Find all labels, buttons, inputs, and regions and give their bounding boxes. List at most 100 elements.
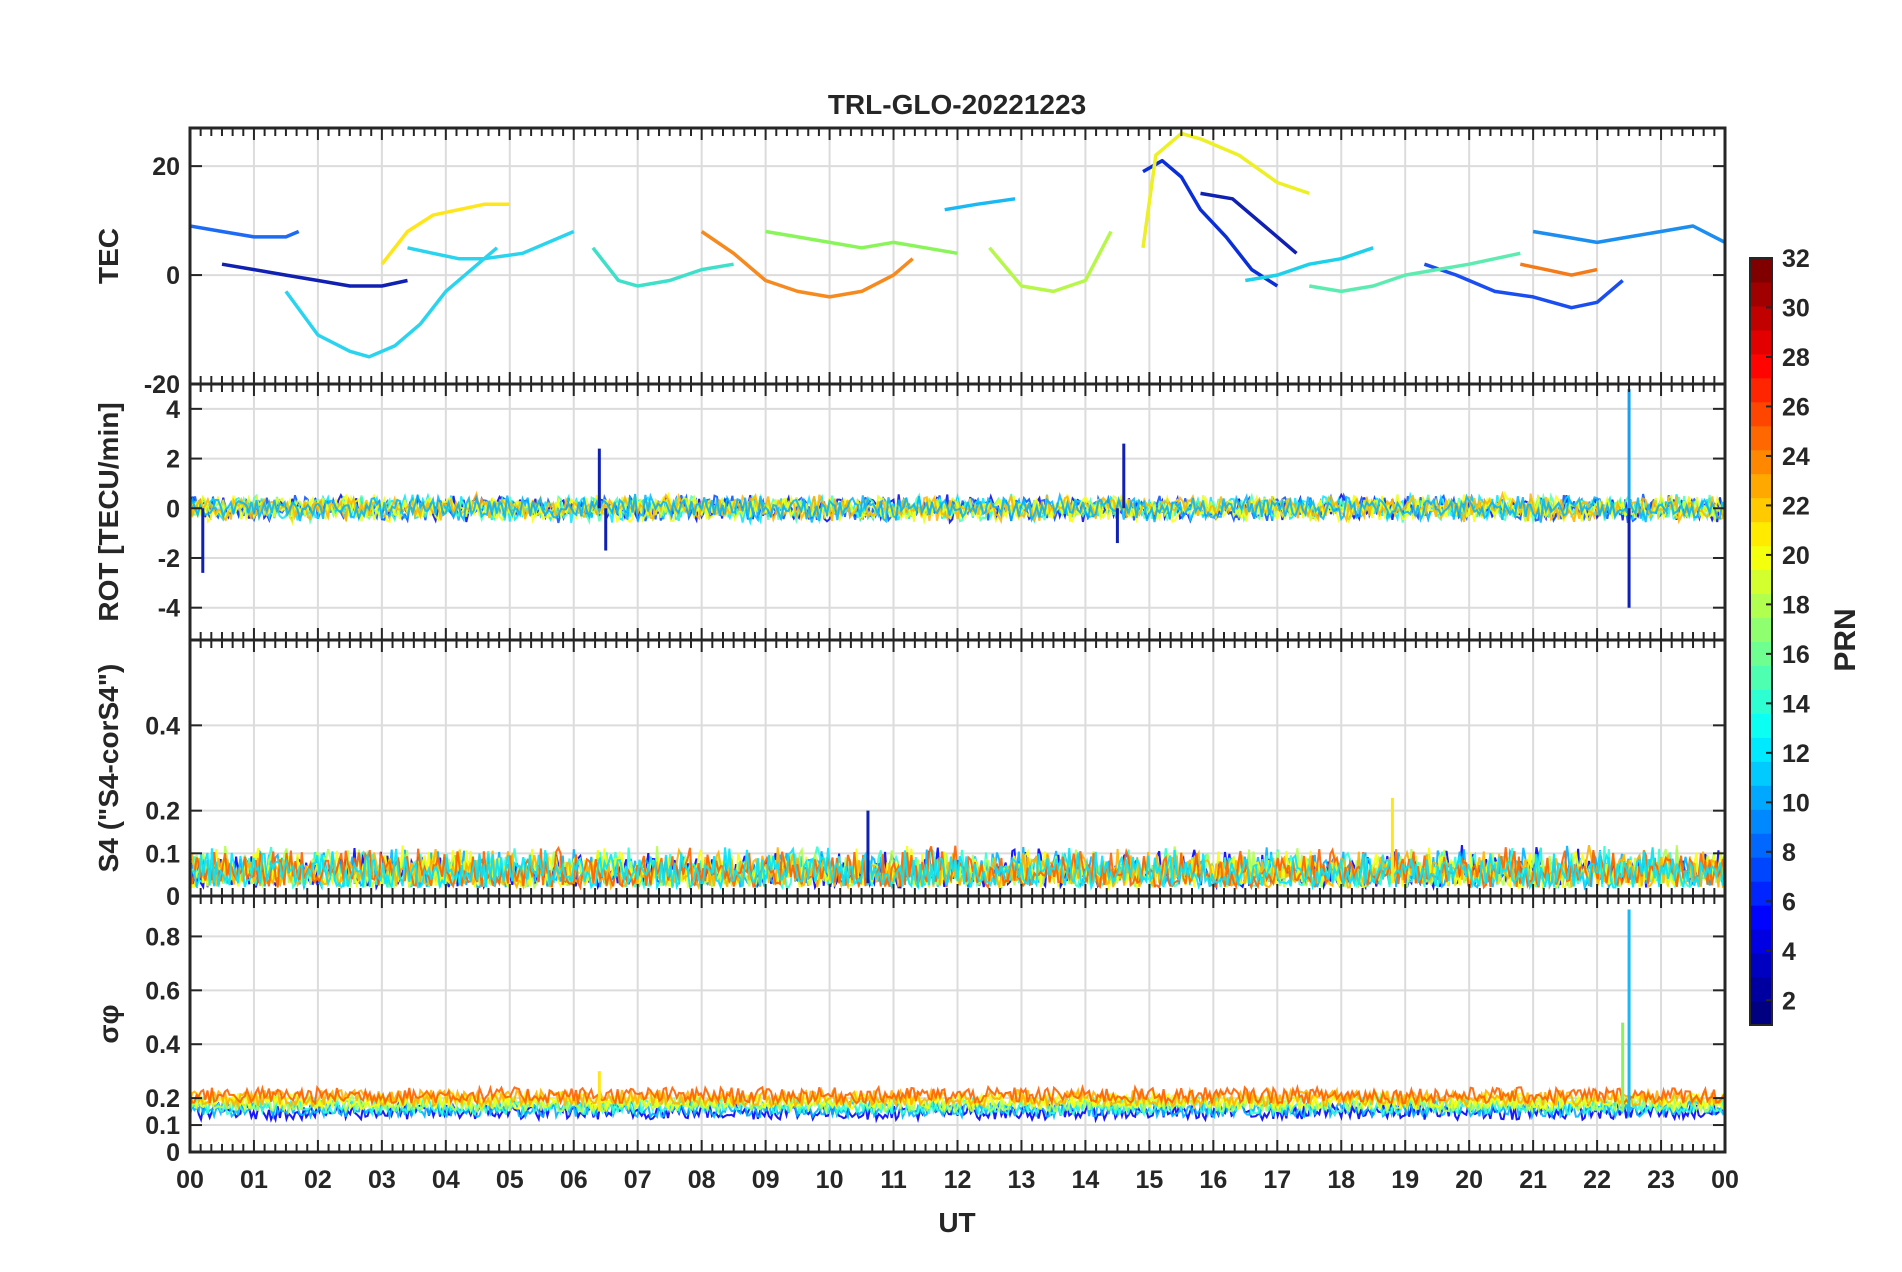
colorbar-swatch	[1750, 449, 1772, 475]
x-tick-label: 05	[496, 1166, 524, 1194]
x-tick-label: 16	[1199, 1166, 1227, 1194]
tec-series-prn-2	[221, 262, 408, 288]
sigma-series	[190, 1083, 1725, 1107]
colorbar-tick-label: 2	[1782, 987, 1796, 1015]
y-tick-label: -2	[158, 545, 180, 573]
colorbar-swatch	[1750, 737, 1772, 762]
y-tick-label: 20	[152, 153, 180, 181]
x-axis-label: UT	[938, 1207, 975, 1238]
colorbar-swatch	[1750, 569, 1772, 595]
tec-series-prn-14	[591, 246, 734, 288]
x-tick-label: 10	[816, 1166, 844, 1194]
tec-series-prn-24	[1519, 262, 1598, 277]
rot-series	[190, 491, 1725, 524]
x-tick-label: 17	[1263, 1166, 1291, 1194]
colorbar-swatch	[1750, 281, 1772, 307]
x-tick-label: 00	[1711, 1166, 1739, 1194]
y-tick-label: 0	[166, 262, 180, 290]
y-tick-label: 2	[166, 446, 180, 474]
colorbar-swatch	[1750, 689, 1772, 714]
y-tick-label: 0	[166, 883, 180, 911]
colorbar-swatch	[1750, 809, 1772, 834]
x-tick-label: 22	[1583, 1166, 1611, 1194]
colorbar-swatch	[1750, 473, 1772, 499]
colorbar-swatch	[1750, 905, 1772, 930]
chart-title: TRL-GLO-20221223	[828, 89, 1086, 120]
x-tick-label: 20	[1455, 1166, 1483, 1194]
colorbar-swatch	[1750, 305, 1772, 331]
colorbar-tick-label: 20	[1782, 542, 1810, 570]
x-tick-label: 13	[1008, 1166, 1036, 1194]
y-tick-label: 0.4	[145, 712, 180, 740]
panel-s4: 0.4 0.2 0.1 0 S4 ("S4-corS4")	[93, 638, 1727, 911]
x-tick-label: 21	[1519, 1166, 1547, 1194]
y-tick-label: 0.2	[145, 798, 180, 826]
colorbar-tick-label: 16	[1782, 641, 1810, 669]
colorbar-swatch	[1750, 881, 1772, 906]
colorbar-swatch	[1750, 593, 1772, 619]
x-tick-label: 00	[176, 1166, 204, 1194]
tec-series-prn-4	[1142, 158, 1279, 288]
tec-series-prn-2	[1200, 191, 1298, 255]
panel-data-rot	[190, 388, 1725, 608]
y-tick-label: 0.2	[145, 1085, 180, 1113]
panel-sigma: 0.8 0.6 0.4 0.20.10 σφ	[93, 894, 1727, 1167]
colorbar-tick-label: 10	[1782, 789, 1810, 817]
x-tick-label: 08	[688, 1166, 716, 1194]
y-tick-label: -20	[144, 371, 180, 399]
colorbar-swatch	[1750, 377, 1772, 403]
colorbar-swatch	[1750, 521, 1772, 547]
colorbar-swatch	[1750, 977, 1772, 1002]
colorbar-swatch	[1750, 641, 1772, 666]
s4-series	[190, 846, 1725, 891]
y-axis-label-s4: S4 ("S4-corS4")	[93, 664, 124, 873]
tec-series-prn-11	[407, 229, 575, 261]
tec-series-prn-19	[1141, 131, 1310, 249]
colorbar-tick-label: 4	[1782, 938, 1796, 966]
x-tick-label: 02	[304, 1166, 332, 1194]
x-tick-label: 01	[240, 1166, 268, 1194]
colorbar-swatch	[1750, 425, 1772, 451]
colorbar-swatch	[1750, 713, 1772, 738]
tec-series-prn-23	[700, 230, 914, 299]
colorbar-swatch	[1750, 329, 1772, 355]
x-tick-label: 07	[624, 1166, 652, 1194]
colorbar-tick-label: 8	[1782, 839, 1796, 867]
y-tick-label: 0	[166, 495, 180, 523]
tec-series-prn-9	[1532, 224, 1725, 245]
colorbar-swatch	[1750, 953, 1772, 978]
tec-series-prn-11	[284, 246, 499, 359]
tec-series-prn-5	[1423, 262, 1624, 310]
panel-tec: 20 0 -20 TEC	[93, 126, 1727, 399]
y-tick-label: 0.8	[145, 923, 180, 951]
rot-series	[190, 491, 1725, 526]
tec-series-prn-20	[380, 202, 510, 266]
tec-series-prn-13	[1245, 246, 1374, 283]
colorbar-tick-label: 14	[1782, 690, 1810, 718]
colorbar-tick-label: 32	[1782, 245, 1810, 273]
x-tick-label: 23	[1647, 1166, 1675, 1194]
panel-data-tec	[190, 131, 1725, 359]
colorbar-swatch	[1750, 761, 1772, 786]
x-tick-label: 04	[432, 1166, 460, 1194]
colorbar-swatch	[1750, 353, 1772, 379]
y-tick-label: 0.4	[145, 1031, 180, 1059]
colorbar-swatch	[1750, 1001, 1772, 1026]
colorbar-tick-label: 30	[1782, 294, 1810, 322]
colorbar-swatch	[1750, 258, 1772, 283]
y-tick-label: 0.1	[145, 1112, 180, 1140]
tec-series-prn-7	[190, 224, 300, 239]
tec-series-prn-12	[944, 197, 1016, 212]
colorbar-swatch	[1750, 545, 1772, 571]
colorbar-tick-label: 22	[1782, 492, 1810, 520]
colorbar-tick-label: 12	[1782, 740, 1810, 768]
y-tick-label: 0	[166, 1139, 180, 1167]
colorbar-swatch	[1750, 857, 1772, 882]
colorbar-label: PRN	[1829, 608, 1862, 671]
colorbar-tick-label: 26	[1782, 393, 1810, 421]
x-tick-label: 15	[1135, 1166, 1163, 1194]
x-tick-label: 14	[1072, 1166, 1100, 1194]
tec-series-prn-16	[765, 229, 958, 256]
